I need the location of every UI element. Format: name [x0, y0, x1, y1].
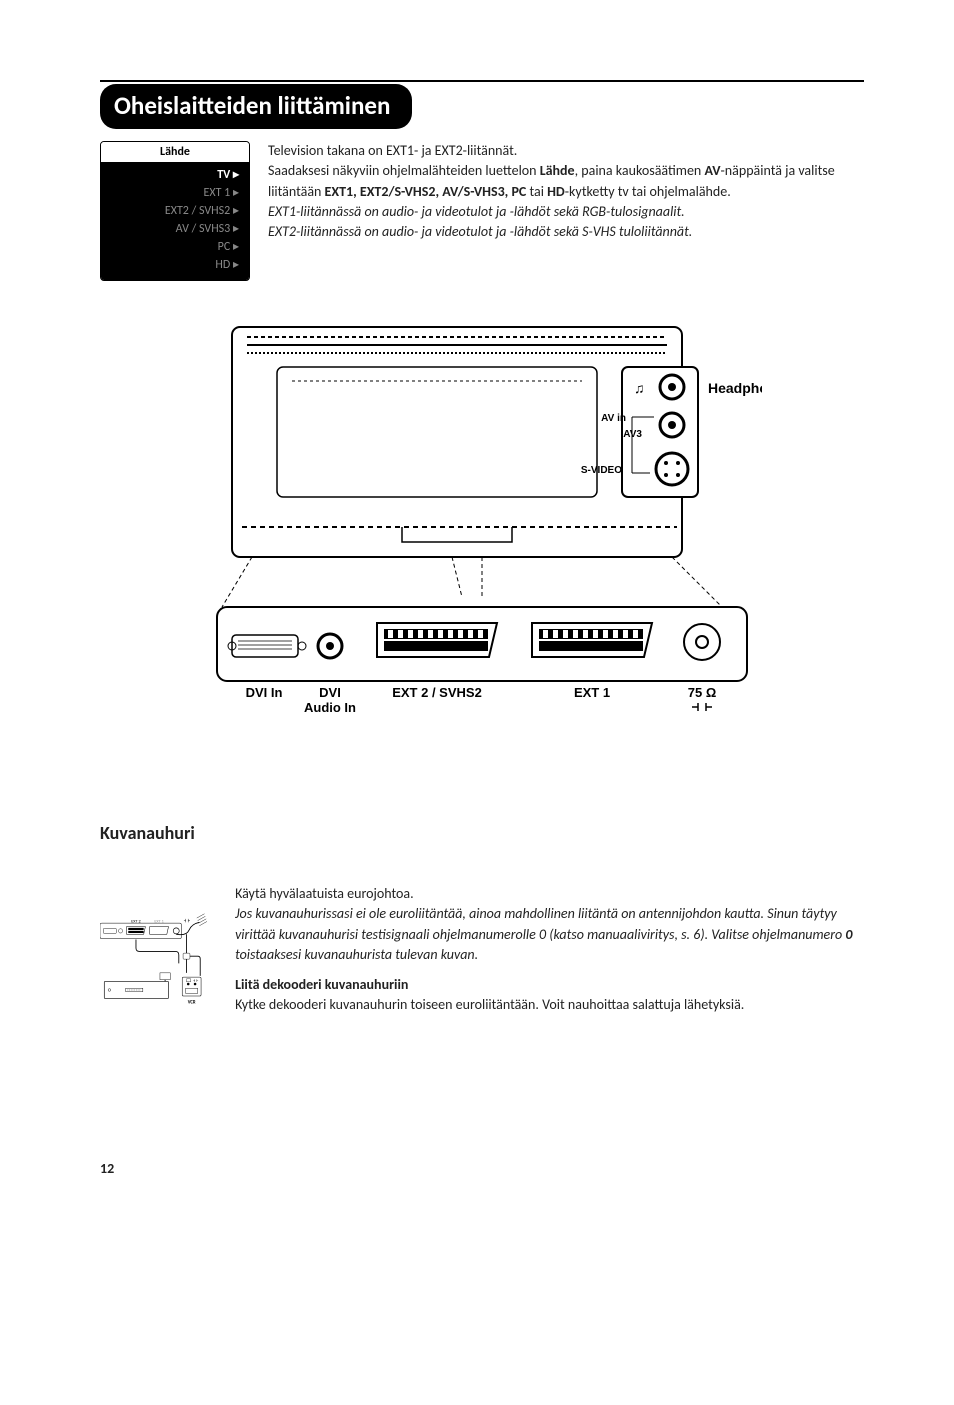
intro-frag: Saadaksesi näkyviin ohjelmalähteiden lue…	[268, 162, 540, 179]
intro-bold: Lähde	[540, 162, 575, 179]
svg-text:EXT 2 / SVHS2: EXT 2 / SVHS2	[392, 685, 482, 700]
svg-text:VCR: VCR	[188, 1001, 196, 1006]
svg-text:AV in: AV in	[601, 413, 626, 424]
vcr-italic-bold: 0	[845, 926, 852, 943]
menu-item-av-svhs3: AV / SVHS3 ▸	[111, 220, 239, 238]
page-number: 12	[100, 1160, 864, 1177]
intro-frag: -kytketty tv tai ohjelmalähde.	[565, 183, 731, 200]
intro-bold: EXT1, EXT2/S-VHS2, AV/S-VHS3, PC	[325, 183, 527, 200]
vcr-row: EXT 2 EXT 1	[100, 850, 864, 1070]
svg-text:AV3: AV3	[623, 429, 642, 440]
vcr-italic-frag: toistaaksesi kuvanauhurista tulevan kuva…	[235, 946, 478, 963]
page-root: Oheislaitteiden liittäminen Lähde TV ▸ E…	[0, 0, 954, 1217]
vcr-heading: Kuvanauhuri	[100, 822, 864, 844]
section-heading: Oheislaitteiden liittäminen	[100, 84, 412, 129]
vcr-body2: Kytke dekooderi kuvanauhurin toiseen eur…	[235, 995, 864, 1015]
intro-row: Lähde TV ▸ EXT 1 ▸ EXT2 / SVHS2 ▸ AV / S…	[100, 141, 864, 281]
svg-text:Audio In: Audio In	[304, 700, 356, 715]
source-menu-title: Lähde	[101, 142, 249, 162]
intro-frag: tai	[526, 183, 547, 200]
intro-line1: Television takana on EXT1- ja EXT2-liitä…	[268, 141, 864, 161]
intro-bold: HD	[547, 183, 565, 200]
svg-text:EXT 2: EXT 2	[131, 919, 141, 924]
svg-text:S-VIDEO: S-VIDEO	[581, 465, 622, 476]
menu-item-pc: PC ▸	[111, 238, 239, 256]
svg-text:♫: ♫	[634, 380, 645, 396]
menu-item-ext1: EXT 1 ▸	[111, 184, 239, 202]
svg-text:EXT 1: EXT 1	[154, 919, 164, 924]
intro-italic2: EXT2-liitännässä on audio- ja videotulot…	[268, 222, 864, 242]
svg-text:75 Ω: 75 Ω	[688, 685, 717, 700]
source-menu: Lähde TV ▸ EXT 1 ▸ EXT2 / SVHS2 ▸ AV / S…	[100, 141, 250, 281]
vcr-sub-bold: Liitä dekooderi kuvanauhuriin	[235, 976, 408, 993]
vcr-body: Käytä hyvälaatuista eurojohtoa. Jos kuva…	[235, 884, 864, 1016]
intro-text: Television takana on EXT1- ja EXT2-liitä…	[268, 141, 864, 242]
source-menu-body: TV ▸ EXT 1 ▸ EXT2 / SVHS2 ▸ AV / SVHS3 ▸…	[101, 162, 249, 280]
svg-text:EXT 1: EXT 1	[574, 685, 610, 700]
intro-frag: , paina kaukosäätimen	[575, 162, 705, 179]
tv-back-svg: ♫ Headphone AV in AV3 S-VIDEO	[202, 317, 762, 737]
intro-italic1: EXT1-liitännässä on audio- ja videotulot…	[268, 202, 864, 222]
menu-item-ext2-svhs2: EXT2 / SVHS2 ▸	[111, 202, 239, 220]
svg-text:DVI In: DVI In	[246, 685, 283, 700]
svg-text:DVI: DVI	[319, 685, 341, 700]
intro-bold: AV	[704, 162, 720, 179]
vcr-italic: Jos kuvanauhurissasi ei ole euroliitäntä…	[235, 904, 864, 965]
headphone-label: Headphone	[708, 380, 762, 396]
vcr-sub: Liitä dekooderi kuvanauhuriin	[235, 975, 864, 995]
vcr-italic-frag: Jos kuvanauhurissasi ei ole euroliitäntä…	[235, 905, 845, 942]
vcr-line1: Käytä hyvälaatuista eurojohtoa.	[235, 884, 864, 904]
tv-back-figure: ♫ Headphone AV in AV3 S-VIDEO	[202, 317, 762, 742]
menu-item-tv: TV ▸	[111, 166, 239, 184]
menu-item-hd: HD ▸	[111, 256, 239, 274]
section-rule	[100, 80, 864, 82]
vcr-diagram-svg: EXT 2 EXT 1	[100, 850, 207, 1070]
intro-line2: Saadaksesi näkyviin ohjelmalähteiden lue…	[268, 161, 864, 202]
